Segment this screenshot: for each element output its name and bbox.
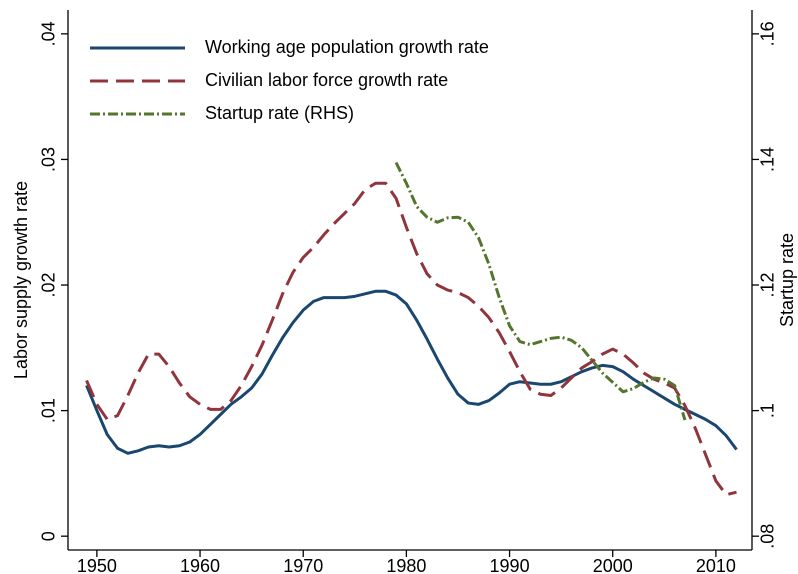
y2-tick-label: .12 bbox=[758, 273, 778, 298]
y-tick-label: .03 bbox=[39, 147, 59, 172]
legend-label: Civilian labor force growth rate bbox=[205, 70, 448, 90]
y2-axis-label: Startup rate bbox=[777, 233, 797, 327]
y-tick-label: 0 bbox=[39, 531, 59, 541]
series-line bbox=[85, 289, 738, 455]
x-tick-label: 1980 bbox=[386, 556, 426, 574]
y-axis-label: Labor supply growth rate bbox=[11, 181, 31, 379]
legend-label: Working age population growth rate bbox=[205, 37, 489, 57]
x-tick-label: 1960 bbox=[180, 556, 220, 574]
series-line bbox=[85, 181, 737, 497]
y-tick-label: .04 bbox=[39, 21, 59, 46]
x-tick-label: 1950 bbox=[77, 556, 117, 574]
x-tick-label: 1990 bbox=[490, 556, 530, 574]
y2-tick-label: .14 bbox=[758, 147, 778, 172]
y2-tick-label: .16 bbox=[758, 21, 778, 46]
y-tick-label: .02 bbox=[39, 273, 59, 298]
y2-tick-label: .1 bbox=[758, 403, 778, 418]
y-tick-label: .01 bbox=[39, 398, 59, 423]
x-tick-label: 2000 bbox=[593, 556, 633, 574]
legend-label: Startup rate (RHS) bbox=[205, 103, 354, 123]
y2-tick-label: .08 bbox=[758, 524, 778, 549]
x-tick-label: 2010 bbox=[696, 556, 736, 574]
series-line bbox=[394, 161, 687, 421]
x-tick-label: 1970 bbox=[283, 556, 323, 574]
